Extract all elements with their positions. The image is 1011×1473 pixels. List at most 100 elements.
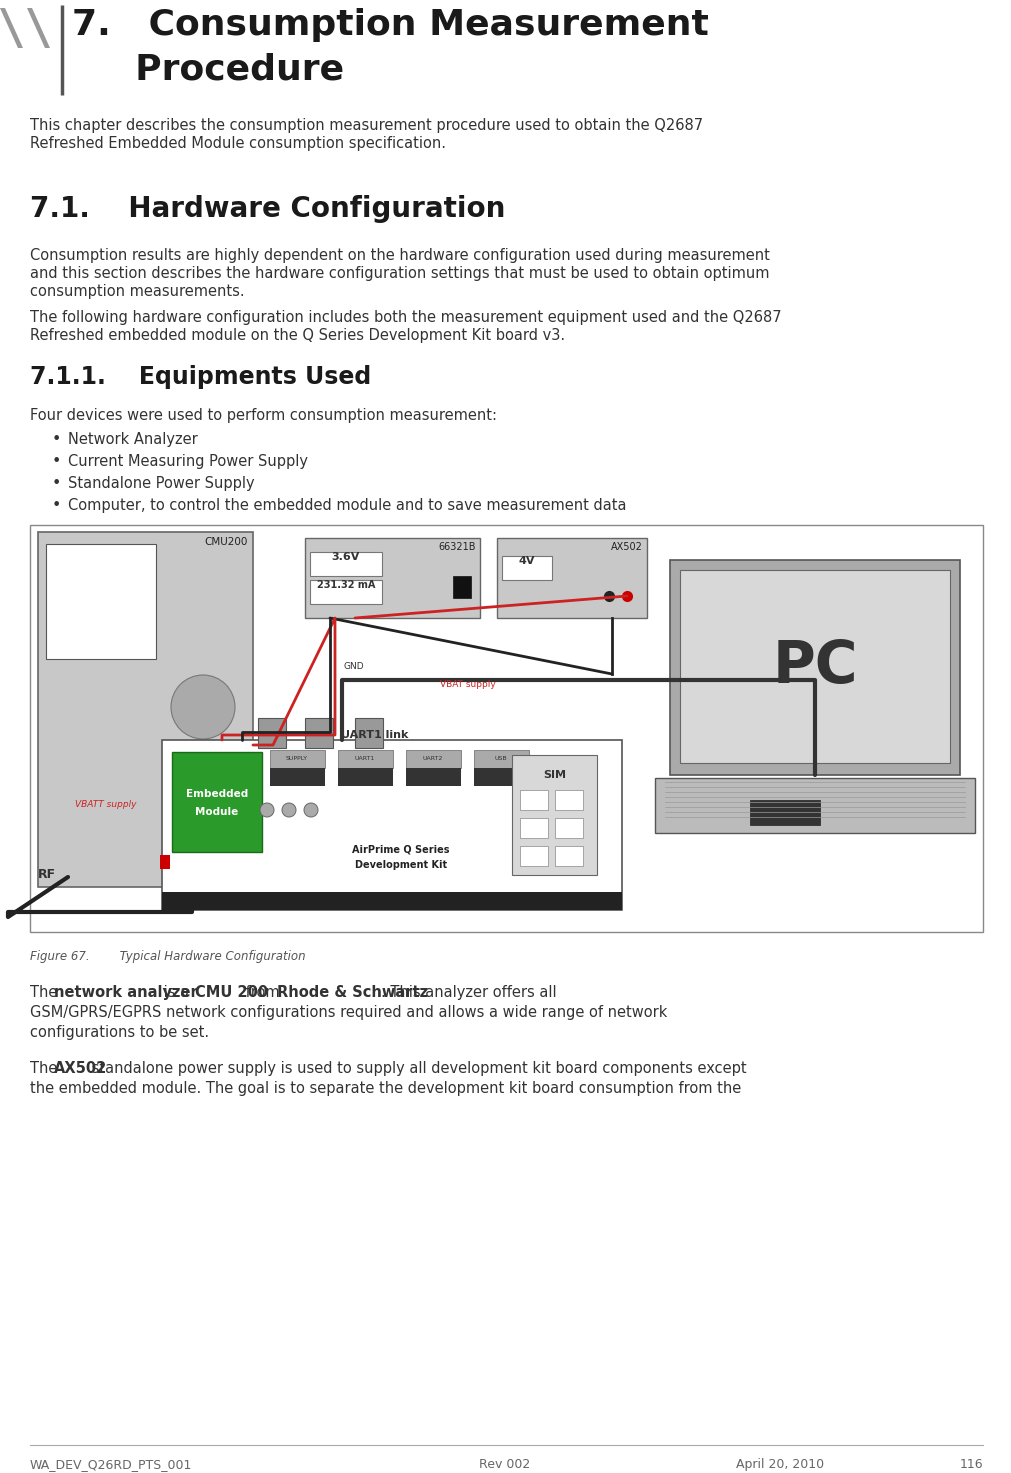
Text: 7.   Consumption Measurement: 7. Consumption Measurement (72, 7, 709, 43)
FancyBboxPatch shape (680, 570, 950, 763)
Text: The: The (30, 985, 62, 1000)
Text: Current Measuring Power Supply: Current Measuring Power Supply (68, 454, 308, 468)
FancyBboxPatch shape (406, 767, 461, 787)
FancyBboxPatch shape (270, 750, 325, 767)
Text: WA_DEV_Q26RD_PTS_001: WA_DEV_Q26RD_PTS_001 (30, 1458, 192, 1472)
FancyBboxPatch shape (555, 846, 583, 866)
Text: Module: Module (195, 807, 239, 818)
Text: Four devices were used to perform consumption measurement:: Four devices were used to perform consum… (30, 408, 497, 423)
Circle shape (176, 848, 196, 869)
Text: Procedure: Procedure (72, 52, 344, 85)
Text: April 20, 2010: April 20, 2010 (736, 1458, 824, 1472)
Text: AX502: AX502 (611, 542, 643, 552)
Text: This chapter describes the consumption measurement procedure used to obtain the : This chapter describes the consumption m… (30, 118, 703, 133)
FancyBboxPatch shape (305, 717, 333, 748)
FancyBboxPatch shape (750, 800, 820, 825)
FancyBboxPatch shape (338, 767, 393, 787)
Text: AX502: AX502 (55, 1061, 107, 1075)
Text: Figure 67.        Typical Hardware Configuration: Figure 67. Typical Hardware Configuratio… (30, 950, 305, 963)
FancyBboxPatch shape (497, 538, 647, 619)
Text: 231.32 mA: 231.32 mA (316, 580, 375, 591)
Text: •: • (52, 454, 62, 468)
FancyBboxPatch shape (555, 790, 583, 810)
FancyBboxPatch shape (338, 750, 393, 767)
Text: consumption measurements.: consumption measurements. (30, 284, 245, 299)
Text: •: • (52, 498, 62, 513)
Text: USB: USB (494, 757, 508, 762)
Text: VBATT supply: VBATT supply (75, 800, 136, 809)
Text: 4V: 4V (519, 555, 535, 566)
Text: Standalone Power Supply: Standalone Power Supply (68, 476, 255, 491)
Text: SUPPLY: SUPPLY (286, 757, 308, 762)
Text: •: • (52, 432, 62, 446)
Text: Development Kit: Development Kit (355, 860, 447, 871)
FancyBboxPatch shape (520, 818, 548, 838)
Text: Network Analyzer: Network Analyzer (68, 432, 198, 446)
FancyBboxPatch shape (30, 524, 983, 932)
Text: the embedded module. The goal is to separate the development kit board consumpti: the embedded module. The goal is to sepa… (30, 1081, 741, 1096)
Text: Computer, to control the embedded module and to save measurement data: Computer, to control the embedded module… (68, 498, 627, 513)
Text: Refreshed Embedded Module consumption specification.: Refreshed Embedded Module consumption sp… (30, 136, 446, 152)
Text: UART1 link: UART1 link (342, 731, 408, 739)
Circle shape (282, 803, 296, 818)
Polygon shape (0, 7, 23, 49)
FancyBboxPatch shape (160, 854, 170, 869)
FancyBboxPatch shape (453, 576, 471, 598)
Text: 3.6V: 3.6V (332, 552, 360, 563)
Text: and this section describes the hardware configuration settings that must be used: and this section describes the hardware … (30, 267, 769, 281)
FancyBboxPatch shape (474, 750, 529, 767)
FancyBboxPatch shape (474, 767, 529, 787)
Text: AirPrime Q Series: AirPrime Q Series (353, 846, 450, 854)
Text: standalone power supply is used to supply all development kit board components e: standalone power supply is used to suppl… (87, 1061, 746, 1075)
FancyBboxPatch shape (502, 555, 552, 580)
FancyBboxPatch shape (162, 893, 622, 910)
Text: 7.1.1.    Equipments Used: 7.1.1. Equipments Used (30, 365, 371, 389)
Polygon shape (27, 7, 50, 49)
Text: SIM: SIM (543, 770, 566, 781)
Circle shape (203, 848, 223, 869)
Text: Rev 002: Rev 002 (479, 1458, 531, 1472)
FancyBboxPatch shape (520, 846, 548, 866)
FancyBboxPatch shape (258, 717, 286, 748)
FancyBboxPatch shape (512, 756, 598, 875)
Text: UART2: UART2 (423, 757, 443, 762)
Text: The: The (30, 1061, 62, 1075)
Text: UART1: UART1 (355, 757, 375, 762)
FancyBboxPatch shape (670, 560, 960, 775)
Text: network analyzer: network analyzer (55, 985, 198, 1000)
FancyBboxPatch shape (310, 552, 382, 576)
Text: GND: GND (343, 661, 364, 672)
Text: Refreshed embedded module on the Q Series Development Kit board v3.: Refreshed embedded module on the Q Serie… (30, 328, 565, 343)
Text: from: from (241, 985, 284, 1000)
Circle shape (171, 675, 235, 739)
Text: GSM/GPRS/EGPRS network configurations required and allows a wide range of networ: GSM/GPRS/EGPRS network configurations re… (30, 1005, 667, 1019)
Text: Consumption results are highly dependent on the hardware configuration used duri: Consumption results are highly dependent… (30, 247, 769, 264)
Text: 116: 116 (959, 1458, 983, 1472)
FancyBboxPatch shape (655, 778, 975, 834)
FancyBboxPatch shape (172, 753, 262, 851)
Text: configurations to be set.: configurations to be set. (30, 1025, 209, 1040)
FancyBboxPatch shape (45, 544, 156, 658)
FancyBboxPatch shape (406, 750, 461, 767)
FancyBboxPatch shape (162, 739, 622, 910)
Text: •: • (52, 476, 62, 491)
FancyBboxPatch shape (520, 790, 548, 810)
Text: 66321B: 66321B (439, 542, 476, 552)
Text: CMU 200: CMU 200 (195, 985, 268, 1000)
Text: Embedded: Embedded (186, 790, 248, 798)
FancyBboxPatch shape (355, 717, 383, 748)
Text: CMU200: CMU200 (204, 538, 248, 546)
FancyBboxPatch shape (38, 532, 253, 887)
Text: . This analyzer offers all: . This analyzer offers all (381, 985, 557, 1000)
Text: 7.1.    Hardware Configuration: 7.1. Hardware Configuration (30, 194, 505, 222)
Circle shape (260, 803, 274, 818)
Text: The following hardware configuration includes both the measurement equipment use: The following hardware configuration inc… (30, 309, 782, 326)
FancyBboxPatch shape (555, 818, 583, 838)
FancyBboxPatch shape (270, 767, 325, 787)
FancyBboxPatch shape (305, 538, 480, 619)
FancyBboxPatch shape (310, 580, 382, 604)
Text: Rhode & Schwartz: Rhode & Schwartz (277, 985, 429, 1000)
Text: VBAT supply: VBAT supply (440, 681, 495, 689)
Circle shape (304, 803, 318, 818)
Text: RF: RF (38, 869, 57, 881)
